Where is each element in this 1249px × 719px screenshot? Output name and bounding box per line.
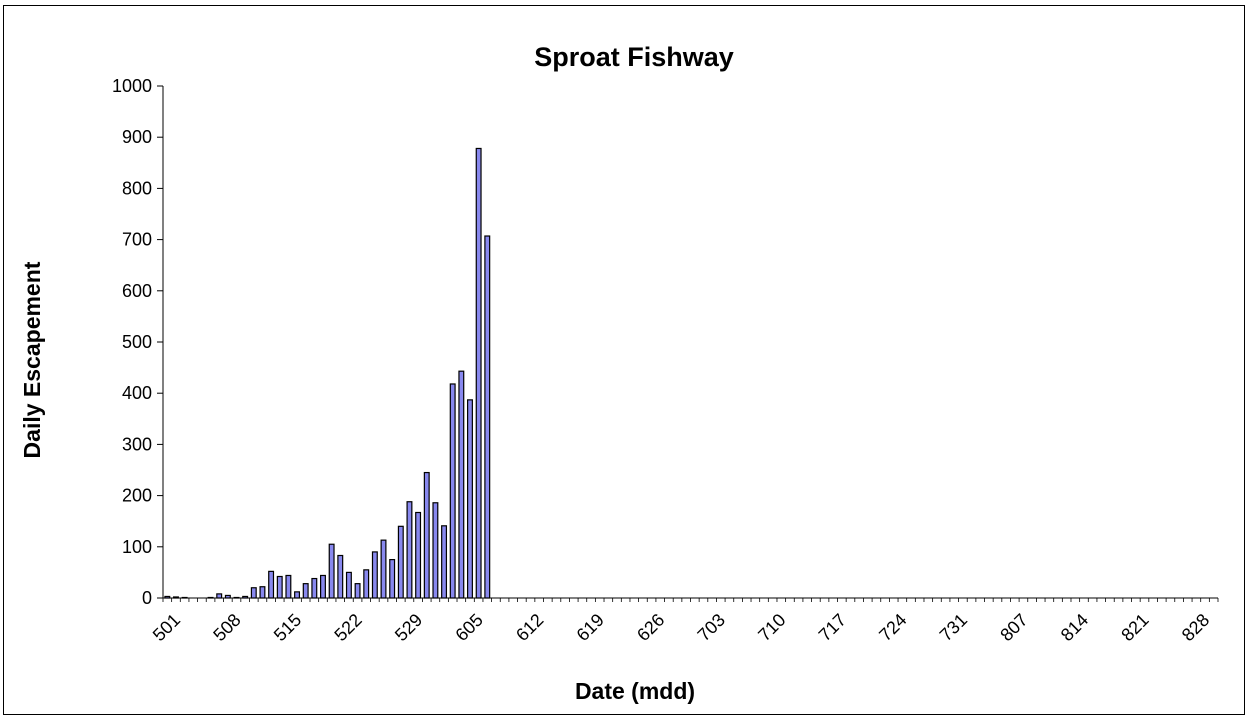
bar-607 [484, 235, 491, 599]
bar-601 [432, 502, 439, 599]
bar-515 [285, 574, 292, 599]
bar-507 [216, 593, 223, 599]
x-tick-label: 626 [633, 610, 668, 645]
bar-527 [389, 558, 396, 599]
bar-511 [250, 587, 257, 599]
y-tick-label: 800 [122, 178, 152, 198]
x-tick-label: 703 [694, 610, 729, 645]
bar-519 [320, 574, 326, 599]
y-tick-label: 200 [122, 486, 152, 506]
bar-531 [423, 471, 430, 599]
chart-frame [3, 5, 1245, 715]
bar-518 [311, 577, 318, 599]
bar-606 [475, 147, 482, 599]
bar-520 [328, 543, 335, 599]
x-tick-label: 508 [209, 610, 244, 645]
bar-517 [302, 583, 309, 599]
x-tick-label: 529 [391, 610, 426, 645]
y-tick-label: 500 [122, 332, 152, 352]
y-tick-label: 700 [122, 230, 152, 250]
x-tick-label: 501 [149, 610, 184, 645]
x-tick-label: 619 [573, 610, 608, 645]
y-tick-label: 100 [122, 537, 152, 557]
x-tick-label: 731 [936, 610, 971, 645]
bar-522 [345, 571, 352, 599]
chart-title: Sproat Fishway [534, 42, 734, 72]
y-tick-labels: 0 100 200 300 400 500 600 700 800 900 1000 [112, 76, 152, 608]
x-tick-label: 605 [451, 610, 486, 645]
bar-603 [449, 383, 456, 599]
bar-512 [259, 586, 266, 599]
x-tick-label: 814 [1057, 610, 1092, 645]
y-tick-label: 0 [142, 588, 152, 608]
y-tick-label: 900 [122, 127, 152, 147]
y-tick-label: 1000 [112, 76, 152, 96]
y-axis-title: Daily Escapement [19, 261, 45, 458]
bar-605 [467, 399, 473, 599]
x-tick-label: 710 [754, 610, 789, 645]
x-tick-label: 612 [512, 610, 547, 645]
x-tick-label: 717 [815, 610, 850, 645]
bar-513 [268, 570, 275, 599]
y-tick-label: 300 [122, 434, 152, 454]
bar-514 [276, 575, 283, 599]
x-tick-label: 807 [996, 610, 1031, 645]
bar-602 [441, 525, 448, 599]
y-tick-label: 400 [122, 383, 152, 403]
x-axis-title: Date (mdd) [575, 678, 695, 704]
bar-525 [371, 551, 378, 599]
bar-523 [354, 583, 361, 599]
x-tick-label: 522 [330, 610, 365, 645]
axes-group [157, 85, 1219, 602]
x-tick-label: 821 [1117, 610, 1152, 645]
bars-group [164, 147, 491, 599]
bar-524 [363, 569, 370, 599]
bar-529 [406, 501, 413, 599]
y-tick-label: 600 [122, 281, 152, 301]
bar-521 [337, 554, 344, 599]
bar-526 [380, 539, 387, 599]
x-tick-labels: 501 508 515 522 529 605 612 619 626 703 710 717 724 7… [149, 610, 1213, 645]
bar-516 [294, 591, 301, 599]
bar-604 [458, 370, 465, 599]
x-tick-label: 828 [1178, 610, 1213, 645]
x-tick-label: 515 [270, 610, 305, 645]
x-tick-label: 724 [875, 610, 910, 645]
bar-528 [397, 525, 404, 599]
bar-530 [415, 511, 422, 599]
